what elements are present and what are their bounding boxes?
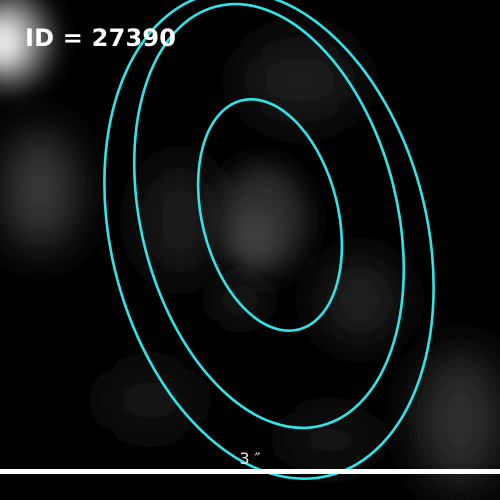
contour-set [103, 0, 435, 480]
contour-outer [103, 0, 435, 480]
object-id-label: ID = 27390 [25, 24, 177, 52]
contour-inner [196, 98, 344, 332]
contour-middle [132, 2, 406, 430]
bright-neighbor-source [0, 0, 48, 85]
scale-bar-label: 3 ″ [239, 449, 261, 468]
scale-bar [0, 469, 500, 474]
target-galaxy [217, 165, 307, 275]
